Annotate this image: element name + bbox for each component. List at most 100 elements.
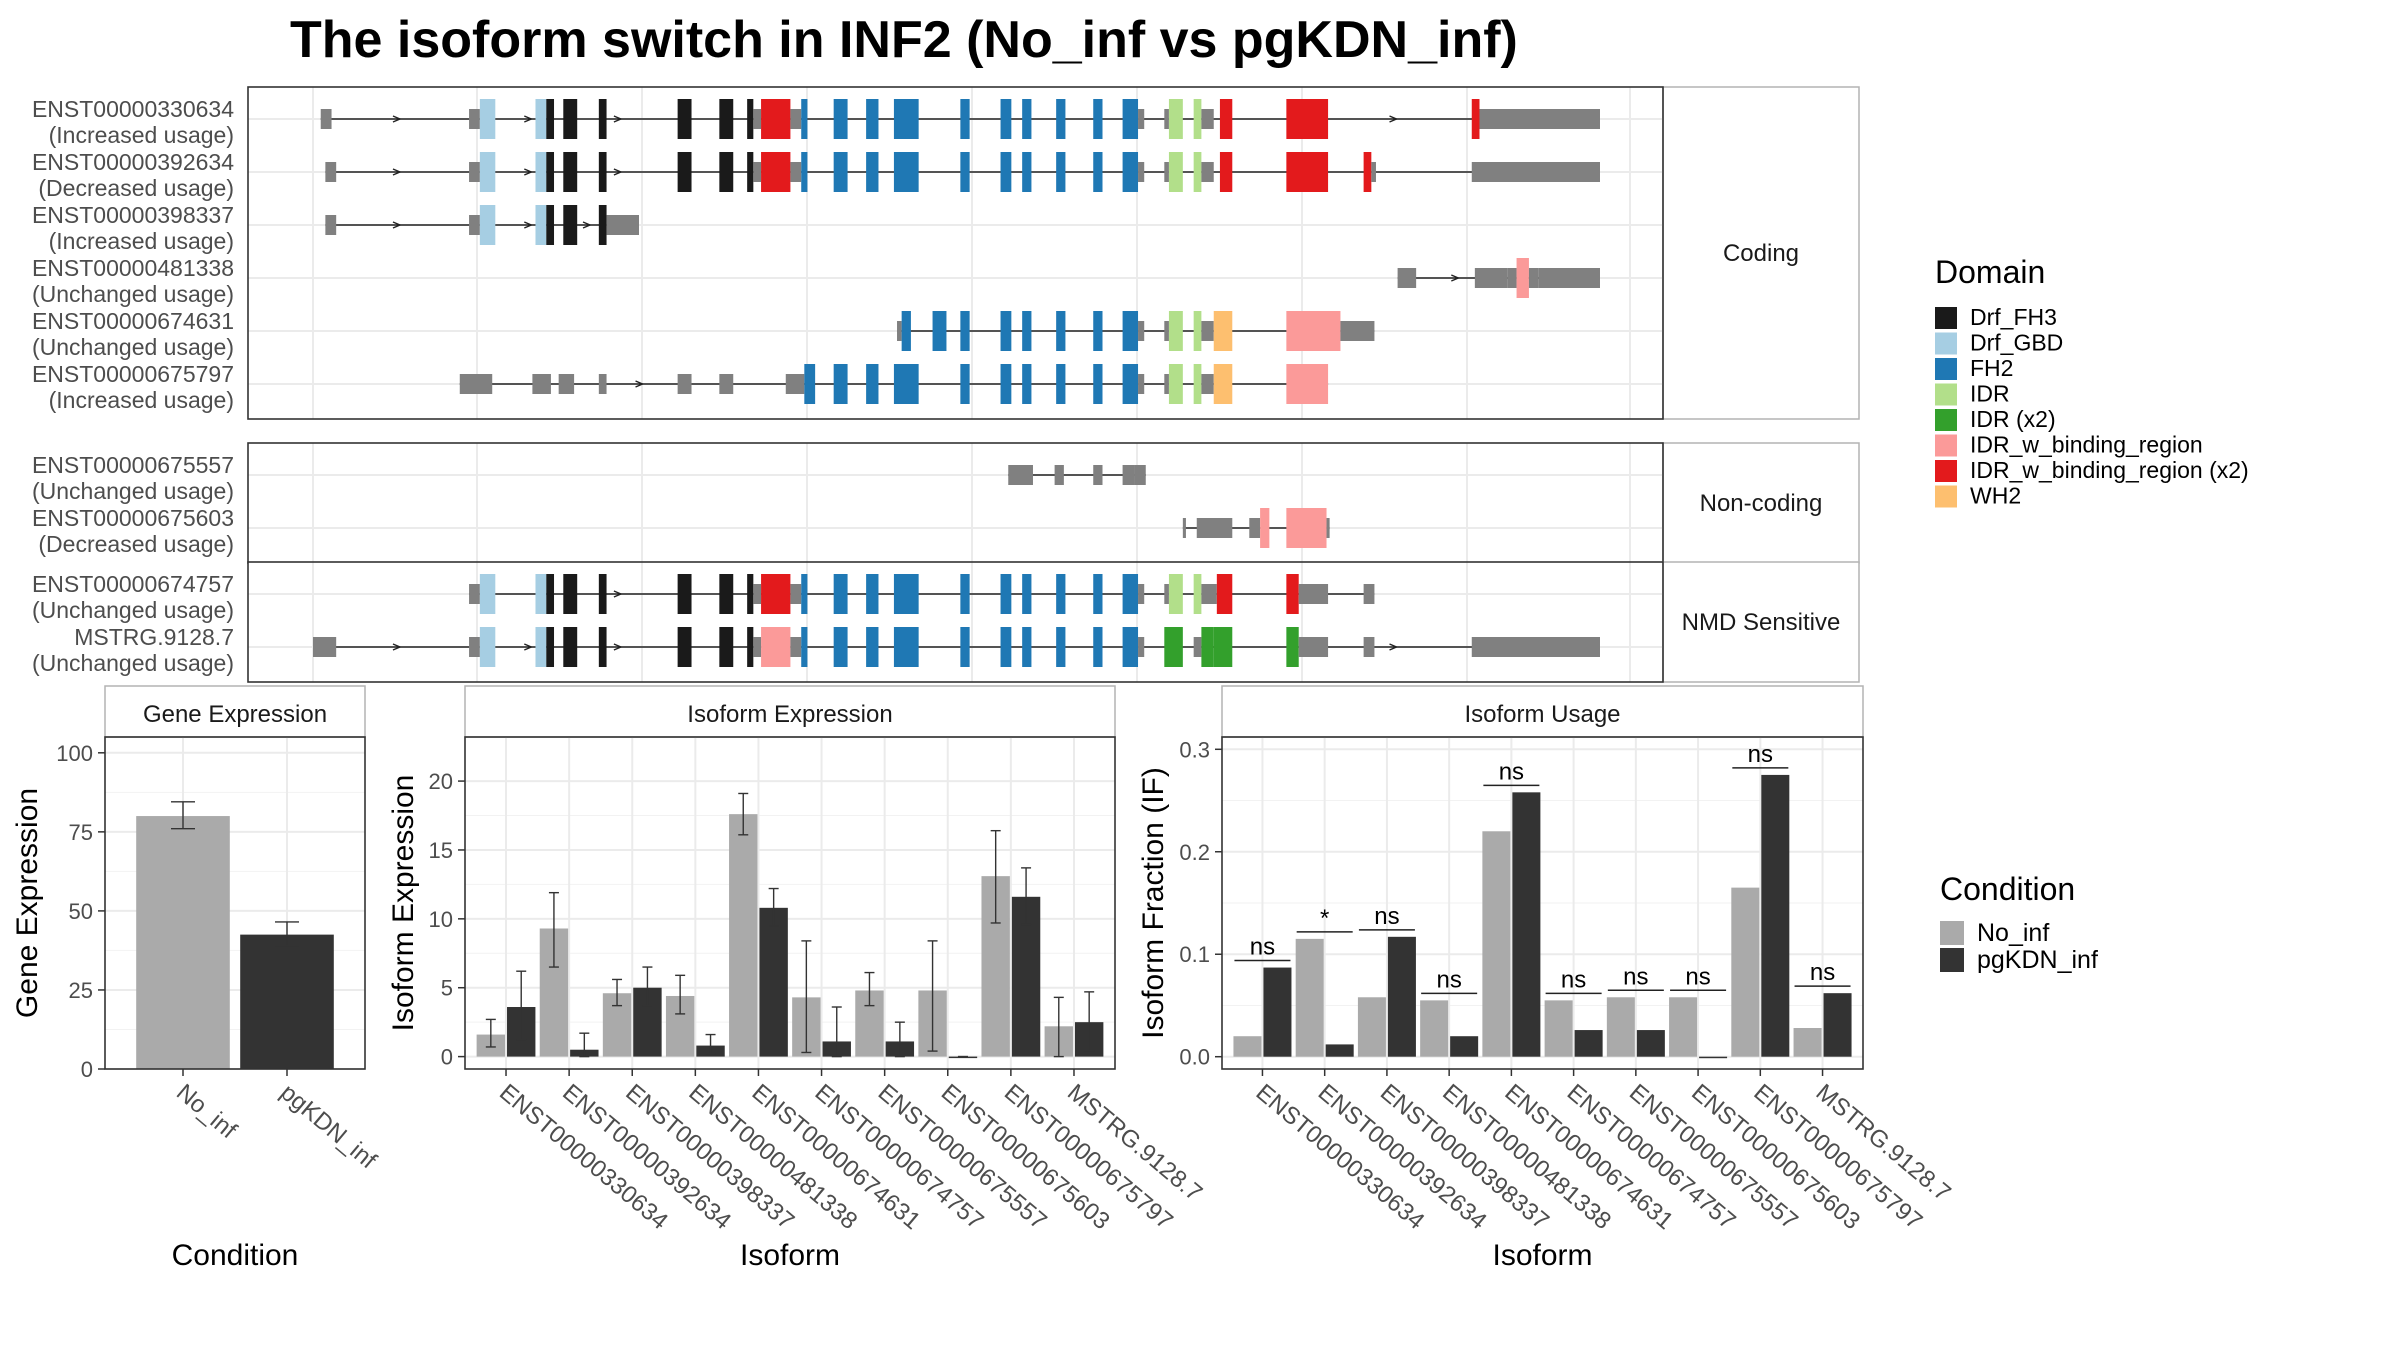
strand-arrow — [582, 221, 592, 229]
exon-domain — [801, 574, 808, 614]
exon-domain — [1000, 311, 1012, 351]
exon-utr — [1397, 268, 1417, 288]
exon-domain — [1022, 364, 1032, 404]
exon-domain — [1093, 99, 1103, 139]
figure-title: The isoform switch in INF2 (No_inf vs pg… — [290, 11, 1518, 69]
exon-utr — [677, 374, 692, 394]
exon-utr — [1093, 465, 1103, 485]
exon-domain — [1363, 152, 1372, 192]
exon-utr — [558, 374, 575, 394]
y-tick-label: 5 — [441, 976, 453, 1001]
exon-utr — [1164, 374, 1169, 394]
chart-strip — [464, 685, 1116, 738]
exon-domain — [1213, 627, 1233, 667]
exon-domain — [893, 364, 919, 404]
exon-domain — [1168, 574, 1183, 614]
chart-title: Isoform Expression — [687, 701, 892, 728]
chart-0: Gene Expression 0 25 50 75 100 No_inf pgKDN_inf… — [11, 685, 382, 1272]
strand-arrow — [524, 168, 534, 176]
facet-strip — [1662, 561, 1860, 683]
exon-domain — [1193, 311, 1202, 351]
exon-utr — [785, 374, 805, 394]
bar-No_inf — [1233, 1036, 1262, 1057]
x-axis-title: Isoform — [740, 1239, 840, 1272]
exon-domain — [479, 205, 496, 245]
exon-domain — [479, 99, 496, 139]
exon-utr — [469, 109, 480, 129]
exon-utr — [1182, 518, 1186, 538]
significance-label: * — [1320, 905, 1329, 932]
usage-label: (Unchanged usage) — [32, 650, 234, 676]
domain-legend-label: WH2 — [1970, 483, 2021, 509]
exon-domain — [719, 99, 734, 139]
exon-utr — [1196, 518, 1233, 538]
exon-domain — [677, 574, 692, 614]
exon-domain — [761, 627, 791, 667]
y-tick-label: 25 — [69, 978, 93, 1003]
strand-arrow — [635, 380, 645, 388]
exon-utr — [719, 374, 734, 394]
exon-utr — [1340, 321, 1375, 341]
exon-domain — [833, 99, 848, 139]
exon-utr — [469, 215, 480, 235]
exon-domain — [932, 311, 947, 351]
y-tick-label: 0.2 — [1179, 840, 1210, 865]
significance-label: ns — [1623, 963, 1648, 990]
usage-label: (Decreased usage) — [38, 175, 234, 201]
exon-domain — [1000, 364, 1012, 404]
y-axis-title: Isoform Expression — [387, 775, 420, 1032]
exon-domain — [563, 574, 578, 614]
exon-domain — [1193, 99, 1202, 139]
exon-domain — [960, 311, 970, 351]
domain-legend-label: FH2 — [1970, 355, 2013, 381]
domain-legend-label: IDR (x2) — [1970, 406, 2056, 432]
domain-legend-swatch — [1935, 460, 1957, 482]
exon-utr — [1363, 584, 1375, 604]
exon-utr — [1122, 465, 1135, 485]
exon-domain — [866, 364, 879, 404]
structure-panel-background — [248, 562, 1663, 682]
exon-domain — [866, 99, 879, 139]
condition-legend-swatch — [1940, 948, 1964, 972]
exon-utr — [1363, 637, 1375, 657]
exon-domain — [804, 364, 816, 404]
exon-domain — [1168, 364, 1183, 404]
exon-domain — [1193, 152, 1202, 192]
exon-domain — [747, 99, 754, 139]
exon-domain — [1093, 152, 1103, 192]
facet-label-1: Non-coding — [1700, 490, 1823, 517]
bar-No_inf — [1793, 1028, 1822, 1057]
exon-domain — [1286, 311, 1341, 351]
exon-utr — [1008, 465, 1033, 485]
exon-domain — [1056, 574, 1066, 614]
chart-strip — [1221, 685, 1864, 738]
facet-label-2: NMD Sensitive — [1682, 609, 1841, 636]
plot-border — [104, 736, 366, 1070]
exon-domain — [1286, 574, 1299, 614]
exon-domain — [833, 627, 848, 667]
usage-label: (Increased usage) — [49, 387, 234, 413]
exon-domain — [866, 574, 879, 614]
exon-domain — [1022, 627, 1032, 667]
isoform-label: ENST00000675603 — [32, 505, 234, 531]
exon-domain — [1093, 364, 1103, 404]
domain-legend-swatch — [1935, 434, 1957, 457]
significance-label: ns — [1810, 959, 1835, 986]
exon-domain — [893, 574, 919, 614]
exon-domain — [1286, 508, 1327, 548]
exon-domain — [563, 205, 578, 245]
domain-legend-swatch — [1935, 485, 1957, 508]
bar-No_inf — [136, 816, 230, 1069]
exon-domain — [1516, 258, 1529, 298]
exon-domain — [719, 627, 734, 667]
exon-domain — [1213, 311, 1233, 351]
exon-utr — [325, 162, 337, 182]
exon-utr — [753, 637, 762, 657]
strand-arrow — [613, 590, 623, 598]
exon-utr — [1298, 637, 1329, 657]
exon-utr — [1474, 268, 1508, 288]
exon-domain — [563, 99, 578, 139]
chart-title: Gene Expression — [143, 701, 327, 728]
